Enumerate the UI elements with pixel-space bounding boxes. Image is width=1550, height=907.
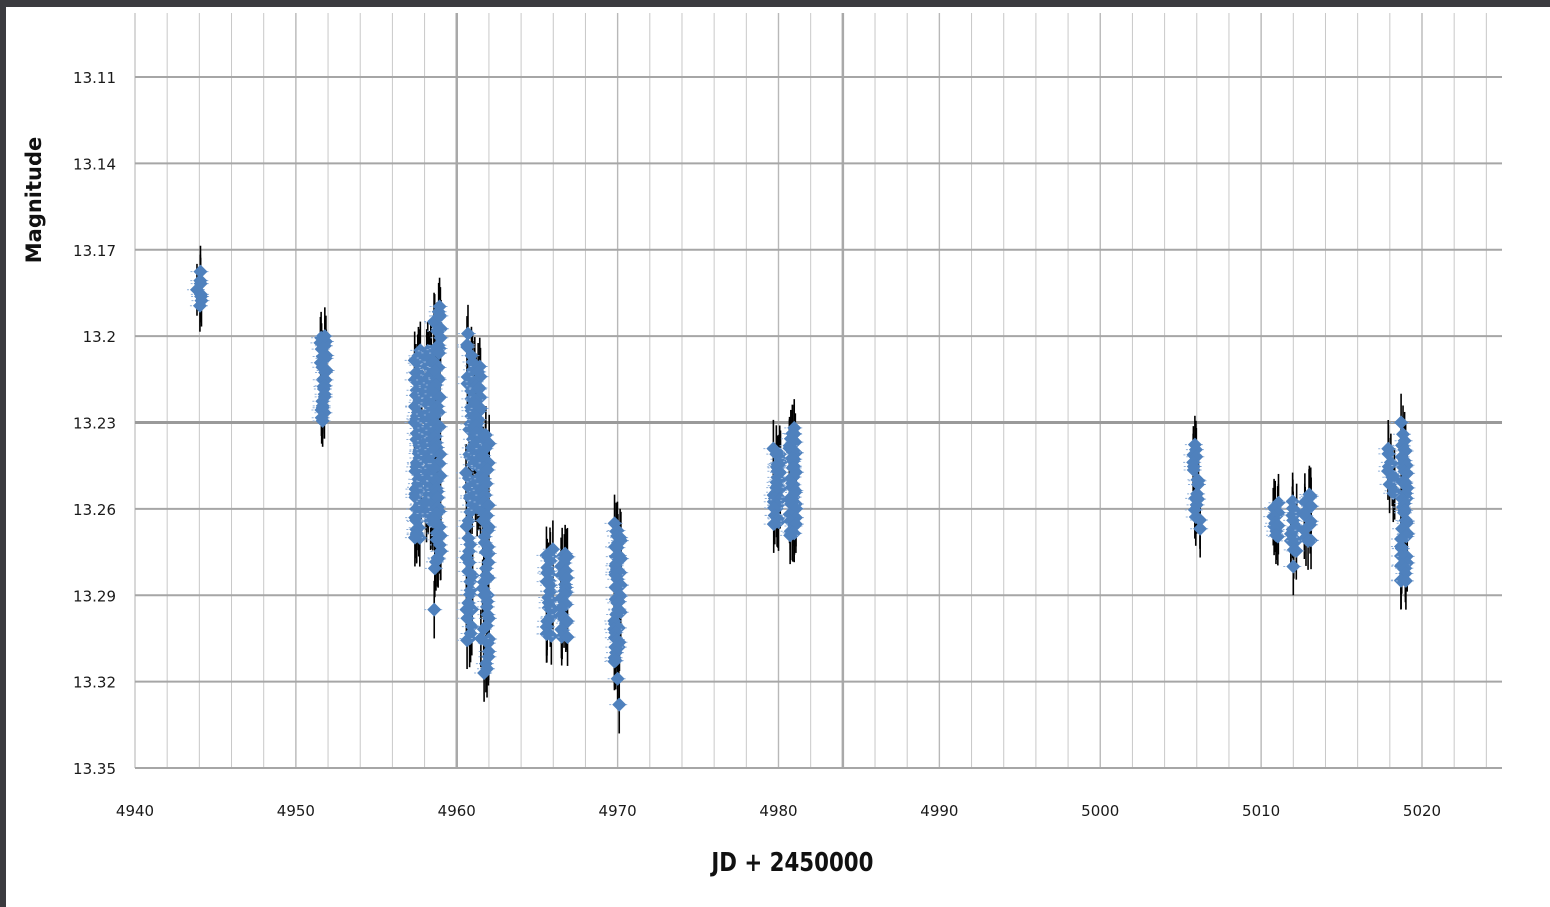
data-point <box>1302 487 1317 502</box>
data-point <box>430 490 445 505</box>
data-markers <box>186 264 1418 712</box>
grid <box>134 13 1502 769</box>
x-tick-label: 4970 <box>599 802 637 820</box>
data-point <box>1386 486 1401 501</box>
chart-frame: 4940 4950 4960 4970 4980 4990 5000 5010 5020 13.… <box>6 7 1550 907</box>
data-point <box>193 264 208 279</box>
data-point <box>544 628 559 643</box>
y-tick-label: 13.14 <box>73 155 116 173</box>
data-point <box>1286 559 1301 574</box>
data-point <box>559 550 574 565</box>
y-tick-label: 13.11 <box>73 69 116 87</box>
data-point <box>462 631 477 646</box>
data-point <box>1192 513 1207 528</box>
data-point <box>607 654 622 669</box>
data-point <box>459 519 474 534</box>
data-point <box>766 517 781 532</box>
data-point <box>315 413 330 428</box>
y-tick-label: 13.23 <box>73 415 116 433</box>
y-tick-label: 13.35 <box>73 760 116 778</box>
data-point <box>610 671 625 686</box>
data-point <box>1398 573 1413 588</box>
y-tick-label: 13.26 <box>73 501 116 519</box>
data-point <box>1289 543 1304 558</box>
data-point <box>429 473 444 488</box>
data-point <box>481 498 496 513</box>
x-tick-label: 4950 <box>277 802 315 820</box>
y-tick-label: 13.2 <box>83 328 116 346</box>
x-tick-labels: 4940 4950 4960 4970 4980 4990 5000 5010 5020 <box>116 802 1441 820</box>
data-point <box>478 545 493 560</box>
data-point <box>432 308 447 323</box>
data-point <box>1193 521 1208 536</box>
data-point <box>560 630 575 645</box>
scatter-chart: 4940 4950 4960 4970 4980 4990 5000 5010 5020 13.… <box>22 13 1502 878</box>
y-tick-label: 13.29 <box>73 587 116 605</box>
data-point <box>472 380 487 395</box>
x-tick-label: 5020 <box>1403 802 1441 820</box>
data-point <box>317 329 332 344</box>
y-axis-title: Magnitude <box>22 137 46 264</box>
data-point <box>1188 510 1203 525</box>
data-point <box>1396 505 1411 520</box>
y-tick-label: 13.32 <box>73 674 116 692</box>
x-axis-title: JD + 2450000 <box>710 847 874 878</box>
data-point <box>473 631 488 646</box>
data-point <box>460 326 475 341</box>
data-point <box>1187 502 1202 517</box>
data-point <box>783 528 798 543</box>
data-point <box>477 665 492 680</box>
x-tick-label: 4960 <box>438 802 476 820</box>
data-point <box>1190 477 1205 492</box>
data-point <box>192 298 207 313</box>
data-point <box>427 602 442 617</box>
data-point <box>1394 415 1409 430</box>
data-point <box>407 530 422 545</box>
data-point <box>459 602 474 617</box>
y-tick-label: 13.17 <box>73 242 116 260</box>
data-point <box>430 550 445 565</box>
data-point <box>427 561 442 576</box>
data-point <box>463 574 478 589</box>
data-point <box>479 599 494 614</box>
x-tick-label: 4990 <box>920 802 958 820</box>
data-point <box>1301 534 1316 549</box>
data-point <box>1394 532 1409 547</box>
data-point <box>612 697 627 712</box>
data-point <box>1268 528 1283 543</box>
data-point <box>462 555 477 570</box>
data-point <box>477 588 492 603</box>
x-tick-label: 4980 <box>759 802 797 820</box>
x-tick-label: 5000 <box>1081 802 1119 820</box>
x-tick-label: 4940 <box>116 802 154 820</box>
x-tick-label: 5010 <box>1242 802 1280 820</box>
data-point <box>1266 509 1281 524</box>
y-tick-labels: 13.11 13.14 13.17 13.2 13.23 13.26 13.29 13.32 1… <box>73 69 116 778</box>
error-bars <box>196 245 1409 734</box>
